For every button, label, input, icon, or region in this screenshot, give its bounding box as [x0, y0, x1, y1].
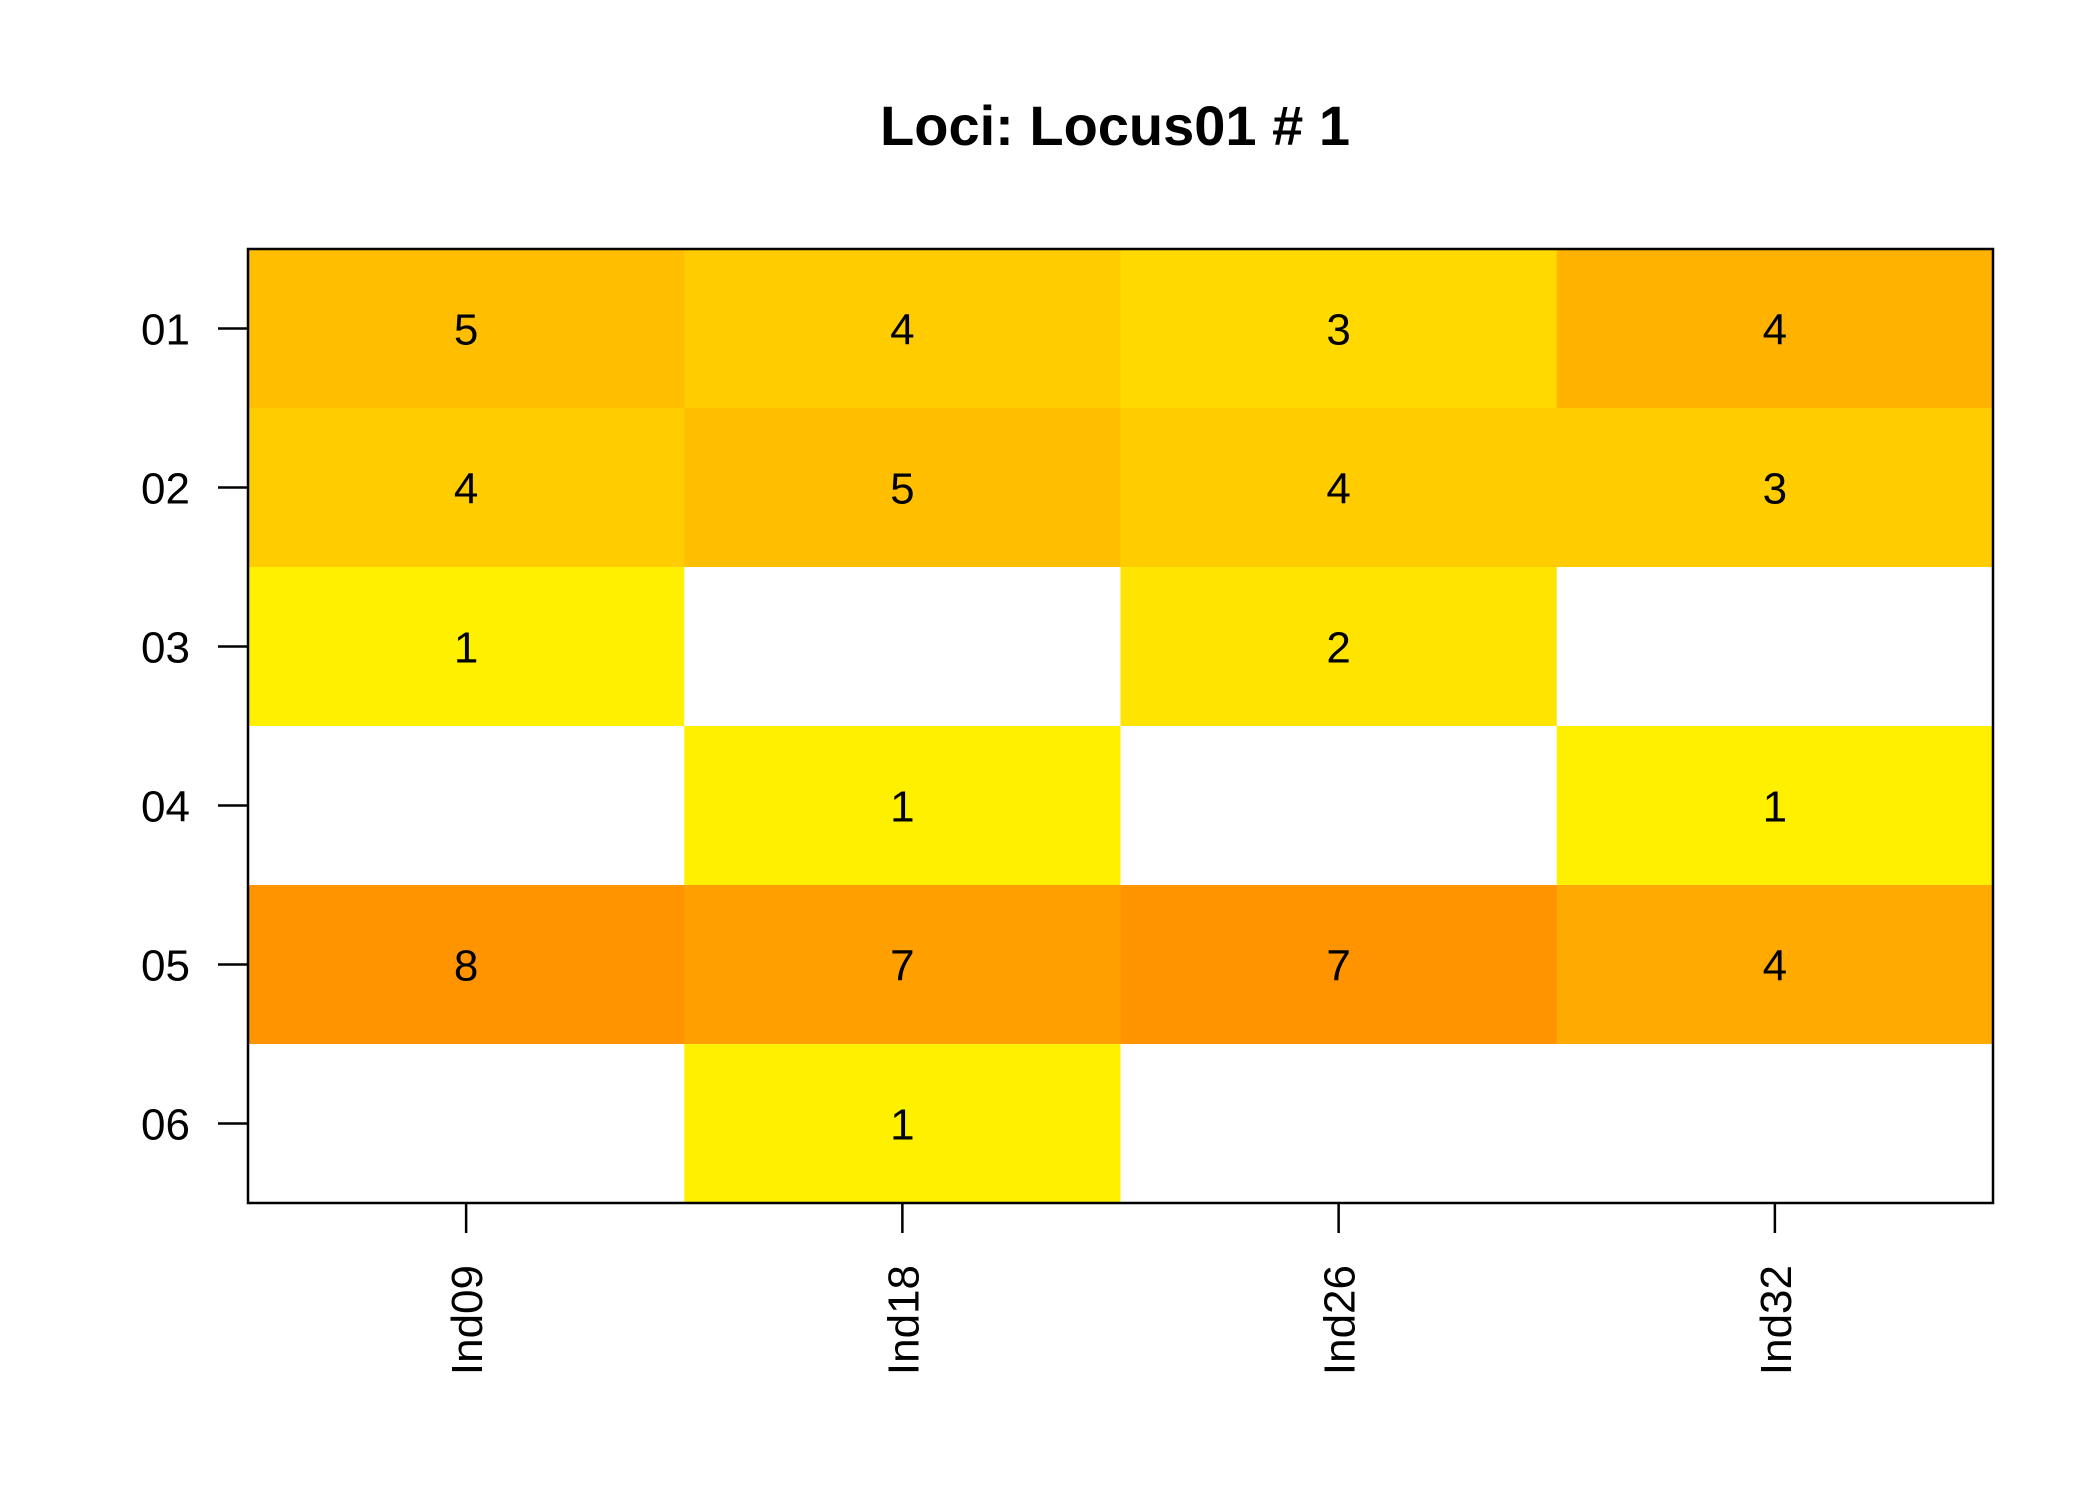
heatmap-cell-01-Ind18 [684, 249, 1122, 409]
cell-value-label: 7 [890, 942, 914, 991]
cell-value-label: 4 [1763, 306, 1787, 355]
heatmap-cell-04-Ind32 [1556, 726, 1994, 886]
heatmap-cell-01-Ind26 [1120, 249, 1558, 409]
heatmap-cell-01-Ind09 [248, 249, 685, 409]
heatmap-cell-03-Ind32 [1556, 567, 1994, 727]
cell-value-label: 7 [1326, 942, 1350, 991]
cell-value-label: 4 [454, 465, 478, 514]
cell-value-label: 3 [1326, 306, 1350, 355]
cell-value-label: 1 [1763, 783, 1787, 832]
heatmap-cell-06-Ind18 [684, 1044, 1122, 1204]
x-tick-label: Ind18 [879, 1265, 928, 1375]
heatmap-cell-03-Ind18 [684, 567, 1122, 727]
y-tick-label: 05 [141, 942, 190, 991]
plot-frame [246, 247, 1995, 1205]
heatmap-cell-02-Ind26 [1120, 408, 1558, 568]
chart-title: Loci: Locus01 # 1 [880, 94, 1350, 157]
heatmap-cell-02-Ind32 [1556, 408, 1994, 568]
x-tick-label: Ind26 [1316, 1265, 1365, 1375]
heatmap-cell-05-Ind18 [684, 885, 1122, 1045]
cell-value-label: 4 [1326, 465, 1350, 514]
y-tick-label: 02 [141, 465, 190, 514]
cell-value-label: 3 [1763, 465, 1787, 514]
heatmap-cell-03-Ind26 [1120, 567, 1558, 727]
cell-value-label: 1 [454, 624, 478, 673]
cell-value-label: 4 [890, 306, 914, 355]
heatmap-cell-04-Ind09 [248, 726, 685, 886]
cell-value-label: 2 [1326, 624, 1350, 673]
x-tick-label: Ind32 [1752, 1265, 1801, 1375]
heatmap-cell-02-Ind09 [248, 408, 685, 568]
cell-value-label: 8 [454, 942, 478, 991]
cell-value-label: 5 [454, 306, 478, 355]
heatmap-axes: 01 02 03 04 05 06 Ind09 Ind18 Ind26 Ind32 [141, 247, 1995, 1375]
heatmap-cell-05-Ind32 [1556, 885, 1994, 1045]
cell-value-label: 4 [1763, 942, 1787, 991]
y-tick-label: 03 [141, 624, 190, 673]
heatmap-cell-06-Ind09 [248, 1044, 685, 1204]
cell-value-label: 1 [890, 1101, 914, 1150]
heatmap-cell-05-Ind26 [1120, 885, 1558, 1045]
cell-value-label: 5 [890, 465, 914, 514]
heatmap-cell-labels: 5 4 3 4 4 5 4 3 1 2 1 1 8 7 7 4 1 [454, 306, 1787, 1150]
heatmap-cell-04-Ind26 [1120, 726, 1558, 886]
y-tick-label: 06 [141, 1101, 190, 1150]
y-tick-label: 04 [141, 783, 190, 832]
y-tick-label: 01 [141, 306, 190, 355]
cell-value-label: 1 [890, 783, 914, 832]
heatmap-cell-05-Ind09 [248, 885, 685, 1045]
heatmap-cell-03-Ind09 [248, 567, 685, 727]
heatmap-cells [248, 249, 1994, 1204]
heatmap-cell-01-Ind32 [1556, 249, 1994, 409]
heatmap-cell-02-Ind18 [684, 408, 1122, 568]
heatmap-cell-06-Ind26 [1120, 1044, 1558, 1204]
x-tick-label: Ind09 [443, 1265, 492, 1375]
heatmap-cell-04-Ind18 [684, 726, 1122, 886]
heatmap-cell-06-Ind32 [1556, 1044, 1994, 1204]
